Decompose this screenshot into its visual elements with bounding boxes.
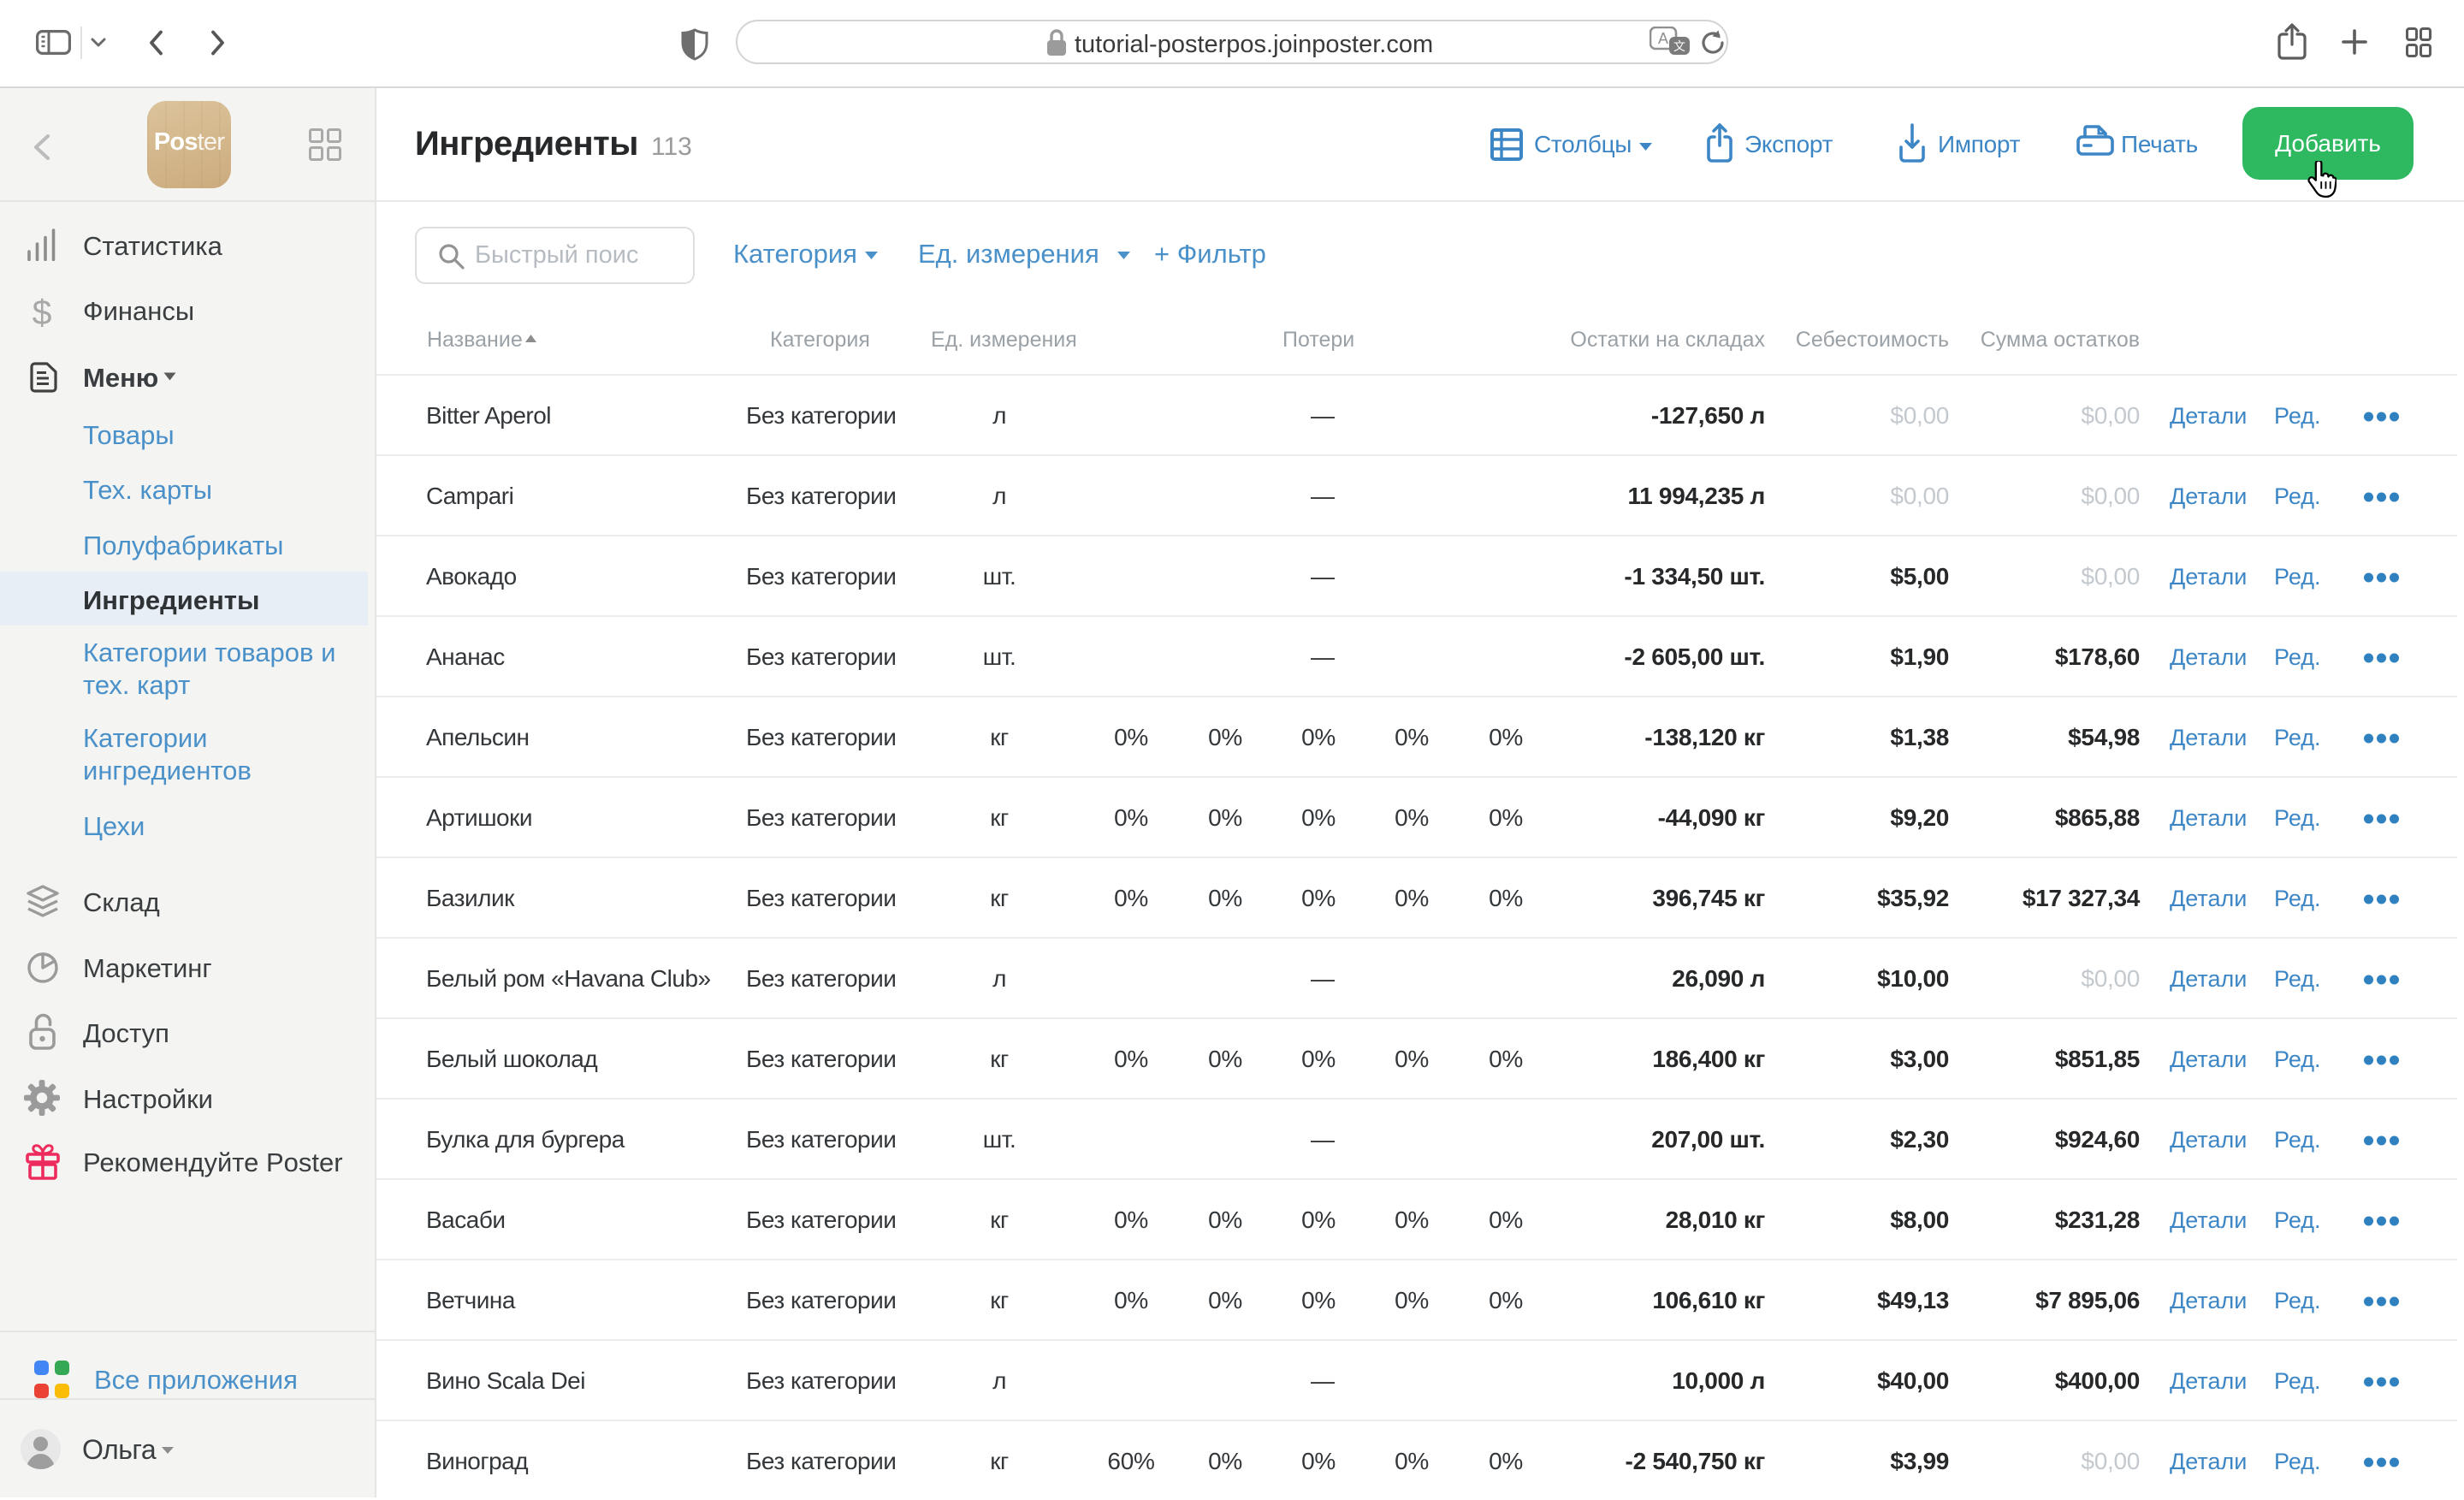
svg-text:文: 文 (1673, 39, 1685, 53)
svg-text:A: A (1658, 30, 1668, 47)
